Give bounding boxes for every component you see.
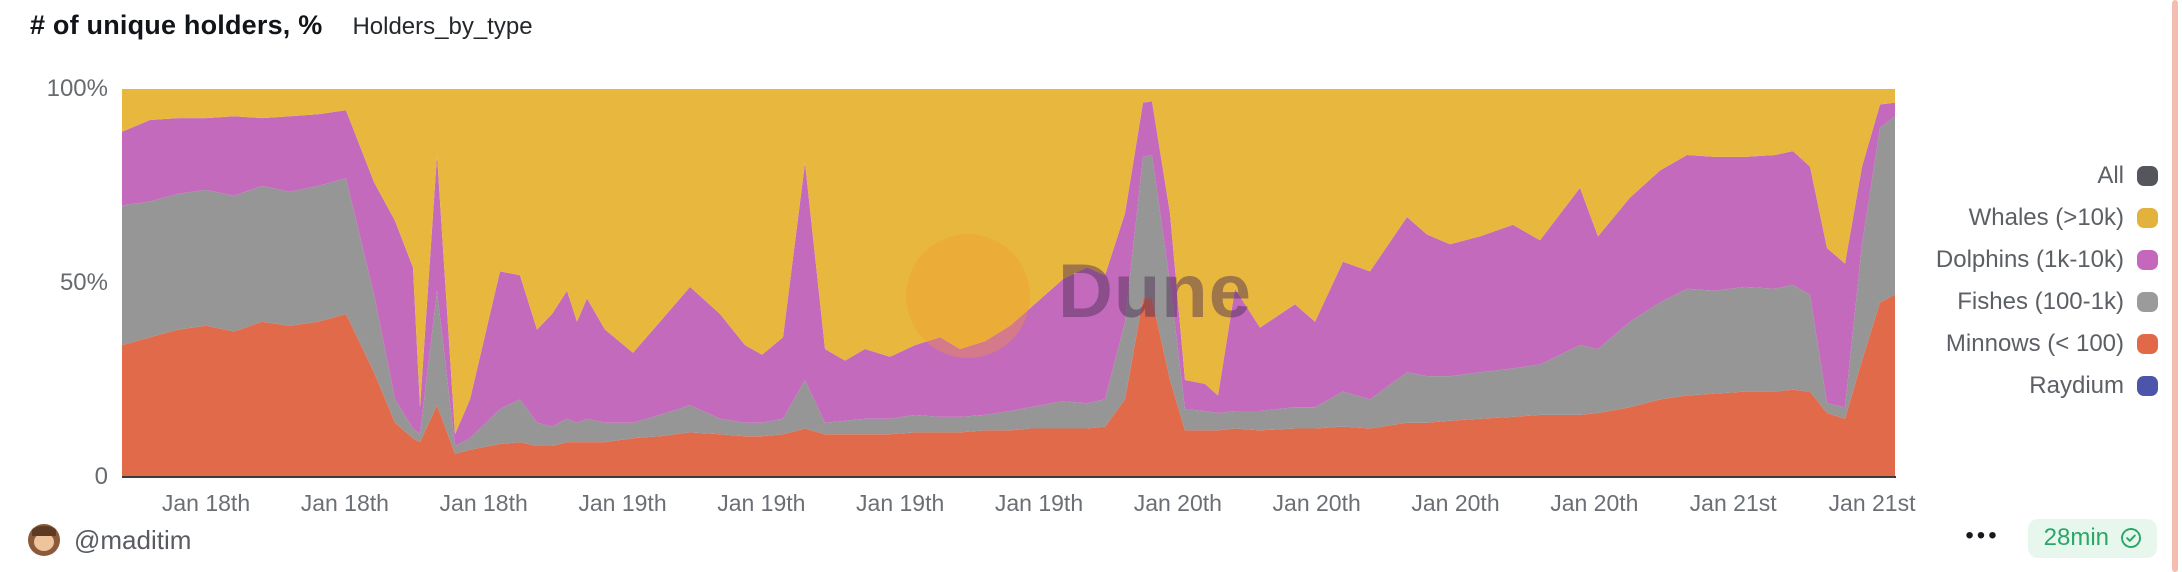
avatar-hair [32, 526, 56, 536]
x-axis-label: Jan 21st [1828, 490, 1916, 516]
legend-item-dolphins-1k-10k[interactable]: Dolphins (1k-10k) [1936, 246, 2158, 274]
x-axis-label: Jan 19th [994, 490, 1084, 516]
last-refresh-time: 28min [2043, 524, 2109, 551]
x-axis-label: Jan 21st [1689, 490, 1777, 516]
area-series-dolphins-1k-10k [122, 101, 1895, 447]
legend-label: Whales (>10k) [1968, 204, 2124, 231]
plot-area[interactable] [122, 89, 1895, 477]
legend-item-all[interactable]: All [2097, 162, 2158, 190]
legend-label: Fishes (100-1k) [1957, 288, 2124, 315]
x-axis-line [122, 476, 1896, 478]
more-options-button[interactable]: ••• [1965, 521, 2000, 549]
author: @maditim [28, 524, 191, 556]
y-axis-label: 50% [59, 269, 108, 296]
legend-swatch-icon [2137, 208, 2158, 228]
y-axis-label: 0 [94, 463, 108, 490]
vertical-scrollbar[interactable] [2172, 0, 2178, 572]
x-axis-label: Jan 20th [1133, 490, 1222, 516]
x-axis-label: Jan 20th [1550, 490, 1639, 516]
legend-label: Raydium [2029, 372, 2124, 399]
x-axis: Jan 18th Jan 18th Jan 18th Jan 19th Jan 19th… [0, 490, 2182, 520]
x-axis-label: Jan 19th [717, 490, 806, 516]
legend-item-raydium[interactable]: Raydium [2029, 372, 2158, 400]
chart-title: # of unique holders, % [30, 10, 323, 40]
footer-actions: ••• 28min [1965, 519, 2157, 558]
legend-item-whales-10k[interactable]: Whales (>10k) [1969, 204, 2158, 232]
legend-label: Minnows (< 100) [1945, 330, 2124, 357]
x-axis-label: Jan 20th [1272, 490, 1361, 516]
area-series-whales-10k [122, 89, 1895, 435]
avatar-face [34, 533, 54, 551]
x-axis-label: Jan 20th [1411, 490, 1500, 516]
avatar[interactable] [28, 524, 60, 556]
legend: All Whales (>10k) Dolphins (1k-10k) Fishes … [1936, 162, 2158, 400]
header: # of unique holders, % Holders_by_type [30, 10, 533, 41]
legend-swatch-icon [2137, 376, 2158, 396]
legend-swatch-icon [2137, 292, 2158, 312]
x-axis-label: Jan 18th [300, 490, 389, 516]
last-refresh-badge[interactable]: 28min [2027, 519, 2157, 558]
legend-label: Dolphins (1k-10k) [1935, 246, 2124, 273]
x-axis-label: Jan 18th [439, 490, 528, 516]
x-axis-label: Jan 18th [161, 490, 251, 516]
legend-item-minnows-100[interactable]: Minnows (< 100) [1946, 330, 2158, 358]
x-axis-label: Jan 19th [856, 490, 945, 516]
legend-swatch-icon [2137, 166, 2158, 186]
x-axis-label: Jan 19th [578, 490, 667, 516]
query-name-link[interactable]: Holders_by_type [352, 13, 533, 40]
author-handle-link[interactable]: @maditim [74, 524, 192, 555]
legend-item-fishes-100-1k[interactable]: Fishes (100-1k) [1957, 288, 2158, 316]
legend-label: All [2097, 162, 2124, 189]
legend-swatch-icon [2137, 334, 2158, 354]
area-series-minnows-100 [122, 294, 1895, 477]
verified-check-icon [2119, 526, 2143, 550]
stacked-area-chart [122, 89, 1895, 477]
y-axis-label: 100% [46, 75, 108, 102]
legend-swatch-icon [2137, 250, 2158, 270]
